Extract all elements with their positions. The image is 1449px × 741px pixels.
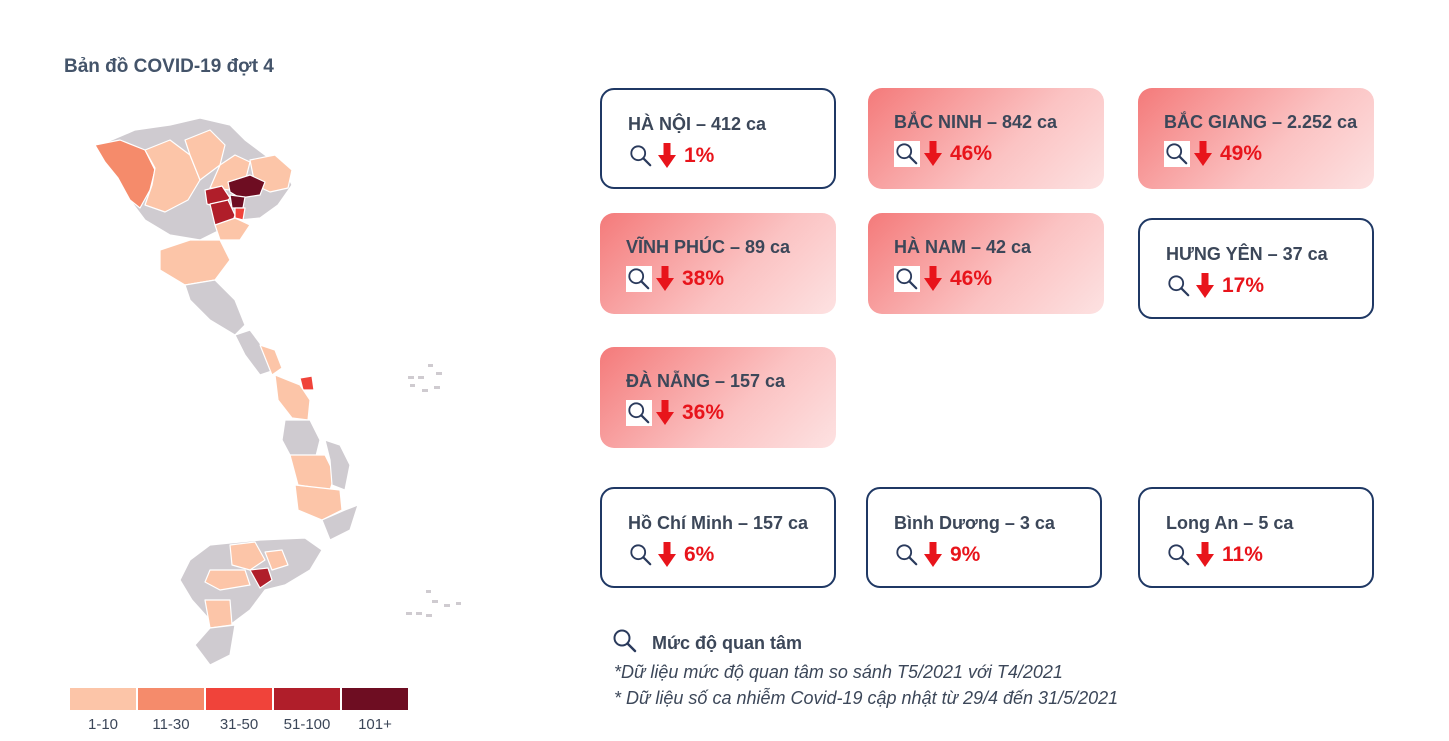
arrow-down-icon xyxy=(658,542,676,568)
vietnam-map-svg xyxy=(94,117,461,666)
arrow-down-icon xyxy=(656,266,674,292)
map-region-mekong-light xyxy=(204,599,233,629)
legend-label: 1-10 xyxy=(87,716,119,733)
interest-level-note: Mức độ quan tâm xyxy=(612,628,802,659)
legend-label: 31-50 xyxy=(219,716,259,733)
interest-change: 49% xyxy=(1220,142,1263,165)
map-region-da-nang xyxy=(299,375,315,391)
arrow-down-icon xyxy=(924,542,942,568)
interest-change: 46% xyxy=(950,142,993,165)
interest-change: 6% xyxy=(684,543,715,566)
arrow-down-icon xyxy=(924,141,942,167)
arrow-down-icon xyxy=(656,400,674,426)
footnote-data-range: * Dữ liệu số ca nhiễm Covid-19 cập nhật … xyxy=(614,688,1119,708)
magnifier-icon xyxy=(894,266,920,292)
province-card[interactable]: Long An – 5 ca 11% xyxy=(1138,487,1374,588)
interest-change: 36% xyxy=(682,401,725,424)
magnifier-icon xyxy=(1166,542,1192,568)
card-title: BẮC NINH – 842 ca xyxy=(894,112,1058,132)
legend-swatch xyxy=(274,688,340,710)
legend-labels: 1-10 11-30 31-50 51-100 101+ xyxy=(70,716,408,733)
province-card[interactable]: Bình Dương – 3 ca 9% xyxy=(866,487,1102,588)
province-card[interactable]: VĨNH PHÚC – 89 ca 38% xyxy=(600,213,836,314)
vietnam-covid-map xyxy=(60,100,480,680)
card-title: Hồ Chí Minh – 157 ca xyxy=(628,513,809,533)
province-card[interactable]: Hồ Chí Minh – 157 ca 6% xyxy=(600,487,836,588)
legend-swatch xyxy=(206,688,272,710)
magnifier-icon xyxy=(626,400,652,426)
map-region-long-an xyxy=(204,569,251,591)
arrow-down-icon xyxy=(1196,273,1214,299)
province-card[interactable]: HÀ NAM – 42 ca 46% xyxy=(868,213,1104,314)
magnifier-icon xyxy=(626,266,652,292)
map-region-central-light-1 xyxy=(259,344,283,376)
arrow-down-icon xyxy=(924,266,942,292)
map-region-northwest-mid xyxy=(94,139,156,209)
magnifier-icon xyxy=(1166,273,1192,299)
province-card[interactable]: HƯNG YÊN – 37 ca 17% xyxy=(1138,218,1374,319)
magnifier-icon xyxy=(894,141,920,167)
province-card[interactable]: BẮC NINH – 842 ca 46% xyxy=(868,88,1104,189)
map-region-central-7 xyxy=(321,504,359,541)
map-region-northwest-light xyxy=(144,139,201,213)
card-title: Long An – 5 ca xyxy=(1166,513,1294,533)
magnifier-icon xyxy=(894,542,920,568)
legend-label: 11-30 xyxy=(152,716,190,733)
interest-change: 9% xyxy=(950,543,981,566)
legend-label: 101+ xyxy=(358,716,392,733)
legend-label: 51-100 xyxy=(283,716,331,733)
card-title: VĨNH PHÚC – 89 ca xyxy=(626,237,791,257)
map-region-central-5 xyxy=(324,439,351,491)
province-card[interactable]: BẮC GIANG – 2.252 ca 49% xyxy=(1138,88,1374,189)
map-title: Bản đồ COVID-19 đợt 4 xyxy=(64,56,274,77)
province-card[interactable]: HÀ NỘI – 412 ca 1% xyxy=(600,88,836,189)
magnifier-icon xyxy=(628,542,654,568)
map-region-bac-giang xyxy=(227,174,266,199)
map-legend: 1-10 11-30 31-50 51-100 101+ xyxy=(70,688,408,733)
interest-change: 11% xyxy=(1222,543,1263,566)
card-title: HÀ NAM – 42 ca xyxy=(894,237,1032,257)
interest-change: 38% xyxy=(682,267,725,290)
card-title: HÀ NỘI – 412 ca xyxy=(628,114,767,134)
map-region-bac-ninh xyxy=(229,194,246,209)
islands-paracel xyxy=(408,364,442,392)
map-region-mekong-south xyxy=(194,624,236,666)
card-title: Bình Dương – 3 ca xyxy=(894,513,1055,533)
map-region-south-light-1 xyxy=(229,541,266,571)
map-region-binh-duong xyxy=(264,549,289,571)
map-region-central-3 xyxy=(281,419,321,461)
magnifier-icon xyxy=(612,628,638,659)
interest-change: 46% xyxy=(950,267,993,290)
arrow-down-icon xyxy=(658,143,676,169)
map-region-ho-chi-minh xyxy=(249,567,273,589)
interest-change: 1% xyxy=(684,144,715,167)
legend-swatch xyxy=(138,688,204,710)
interest-level-label: Mức độ quan tâm xyxy=(652,633,803,653)
map-region-hung-yen xyxy=(234,207,246,221)
card-title: ĐÀ NẴNG – 157 ca xyxy=(626,371,786,391)
legend-swatch xyxy=(70,688,136,710)
legend-swatch xyxy=(342,688,408,710)
legend-color-bar xyxy=(70,688,408,710)
card-title: HƯNG YÊN – 37 ca xyxy=(1166,244,1328,264)
interest-change: 17% xyxy=(1222,274,1265,297)
map-region-nghe-an xyxy=(184,279,246,336)
map-region-thanh-hoa xyxy=(159,239,231,286)
islands-spratly xyxy=(406,590,461,617)
magnifier-icon xyxy=(628,143,654,169)
card-title: BẮC GIANG – 2.252 ca xyxy=(1164,112,1358,132)
map-region-delta-light xyxy=(214,217,251,241)
footnote-comparison: *Dữ liệu mức độ quan tâm so sánh T5/2021… xyxy=(614,662,1063,682)
province-card[interactable]: ĐÀ NẴNG – 157 ca 36% xyxy=(600,347,836,448)
arrow-down-icon xyxy=(1196,542,1214,568)
arrow-down-icon xyxy=(1194,141,1212,167)
magnifier-icon xyxy=(1164,141,1190,167)
